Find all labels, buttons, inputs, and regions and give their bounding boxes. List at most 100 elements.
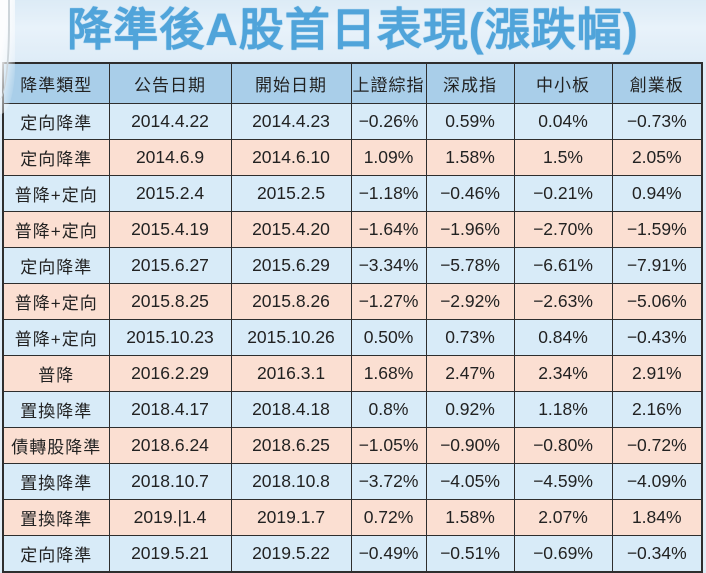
page-title: 降準後A股首日表現(漲跌幅) — [67, 4, 639, 55]
cell-sse-composite: 0.72% — [350, 499, 427, 536]
cell-szse-component: −4.05% — [425, 463, 515, 500]
cell-sme-board: 1.5% — [513, 139, 613, 176]
table-row: 定向降準 2014.6.9 2014.6.10 1.09% 1.58% 1.5%… — [2, 139, 703, 176]
cell-start-date: 2018.4.18 — [230, 391, 352, 428]
table-row: 普降+定向 2015.10.23 2015.10.26 0.50% 0.73% … — [2, 319, 703, 356]
cell-rrr-type: 置換降準 — [2, 499, 110, 536]
table-row: 置換降準 2018.10.7 2018.10.8 −3.72% −4.05% −… — [2, 463, 703, 500]
cell-sme-board: −0.80% — [513, 427, 613, 464]
cell-rrr-type: 普降+定向 — [2, 319, 110, 356]
table-row: 置換降準 2018.4.17 2018.4.18 0.8% 0.92% 1.18… — [2, 391, 703, 428]
cell-szse-component: 0.92% — [425, 391, 515, 428]
cell-sse-composite: 0.50% — [350, 319, 427, 356]
table-row: 定向降準 2015.6.27 2015.6.29 −3.34% −5.78% −… — [2, 247, 703, 284]
header-announce-date: 公告日期 — [108, 62, 232, 104]
cell-rrr-type: 定向降準 — [2, 247, 110, 284]
table-row: 普降+定向 2015.8.25 2015.8.26 −1.27% −2.92% … — [2, 283, 703, 320]
header-szse-component: 深成指 — [425, 62, 515, 104]
cell-chinext: 2.16% — [611, 391, 703, 428]
cell-sme-board: −2.63% — [513, 283, 613, 320]
cell-sse-composite: −1.27% — [350, 283, 427, 320]
cell-rrr-type: 普降+定向 — [2, 175, 110, 212]
cell-chinext: 1.84% — [611, 499, 703, 536]
cell-start-date: 2019.5.22 — [230, 535, 352, 573]
cell-sme-board: 0.04% — [513, 103, 613, 140]
cell-announce-date: 2015.2.4 — [108, 175, 232, 212]
cell-szse-component: 0.59% — [425, 103, 515, 140]
cell-announce-date: 2015.6.27 — [108, 247, 232, 284]
cell-sme-board: 2.07% — [513, 499, 613, 536]
cell-start-date: 2018.10.8 — [230, 463, 352, 500]
cell-sse-composite: −1.05% — [350, 427, 427, 464]
cell-rrr-type: 普降+定向 — [2, 211, 110, 248]
cell-rrr-type: 置換降準 — [2, 391, 110, 428]
cell-rrr-type: 債轉股降準 — [2, 427, 110, 464]
cell-szse-component: 2.47% — [425, 355, 515, 392]
cell-announce-date: 2015.8.25 — [108, 283, 232, 320]
table-row: 置換降準 2019.|1.4 2019.1.7 0.72% 1.58% 2.07… — [2, 499, 703, 536]
cell-start-date: 2015.2.5 — [230, 175, 352, 212]
cell-sme-board: 0.84% — [513, 319, 613, 356]
cell-chinext: −0.73% — [611, 103, 703, 140]
cell-chinext: 2.05% — [611, 139, 703, 176]
cell-rrr-type: 定向降準 — [2, 103, 110, 140]
cell-start-date: 2015.10.26 — [230, 319, 352, 356]
cell-chinext: −4.09% — [611, 463, 703, 500]
cell-rrr-type: 普降 — [2, 355, 110, 392]
cell-announce-date: 2015.10.23 — [108, 319, 232, 356]
cell-start-date: 2015.8.26 — [230, 283, 352, 320]
header-chinext: 創業板 — [611, 62, 703, 104]
cell-chinext: −0.43% — [611, 319, 703, 356]
cell-announce-date: 2019.|1.4 — [108, 499, 232, 536]
cell-szse-component: −0.51% — [425, 535, 515, 573]
cell-sme-board: −2.70% — [513, 211, 613, 248]
cell-announce-date: 2019.5.21 — [108, 535, 232, 573]
cell-rrr-type: 置換降準 — [2, 463, 110, 500]
header-sse-composite: 上證綜指 — [350, 62, 427, 104]
cell-start-date: 2016.3.1 — [230, 355, 352, 392]
cell-rrr-type: 定向降準 — [2, 139, 110, 176]
cell-szse-component: 1.58% — [425, 499, 515, 536]
header-rrr-type: 降準類型 — [2, 62, 110, 104]
cell-sme-board: −6.61% — [513, 247, 613, 284]
table-row: 定向降準 2014.4.22 2014.4.23 −0.26% 0.59% 0.… — [2, 103, 703, 140]
table-row: 債轉股降準 2018.6.24 2018.6.25 −1.05% −0.90% … — [2, 427, 703, 464]
cell-szse-component: −0.90% — [425, 427, 515, 464]
cell-szse-component: −2.92% — [425, 283, 515, 320]
cell-szse-component: −1.96% — [425, 211, 515, 248]
cell-announce-date: 2018.10.7 — [108, 463, 232, 500]
cell-sse-composite: 1.09% — [350, 139, 427, 176]
cell-announce-date: 2015.4.19 — [108, 211, 232, 248]
table-row: 普降+定向 2015.2.4 2015.2.5 −1.18% −0.46% −0… — [2, 175, 703, 212]
cell-sme-board: 1.18% — [513, 391, 613, 428]
cell-chinext: −1.59% — [611, 211, 703, 248]
cell-chinext: −0.34% — [611, 535, 703, 573]
cell-sse-composite: −0.26% — [350, 103, 427, 140]
cell-announce-date: 2014.6.9 — [108, 139, 232, 176]
cell-sse-composite: 1.68% — [350, 355, 427, 392]
table-row: 普降+定向 2015.4.19 2015.4.20 −1.64% −1.96% … — [2, 211, 703, 248]
cell-chinext: −5.06% — [611, 283, 703, 320]
cell-sse-composite: −3.72% — [350, 463, 427, 500]
table-header-row: 降準類型 公告日期 開始日期 上證綜指 深成指 中小板 創業板 — [2, 62, 703, 104]
cell-chinext: 0.94% — [611, 175, 703, 212]
cell-rrr-type: 定向降準 — [2, 535, 110, 573]
cell-rrr-type: 普降+定向 — [2, 283, 110, 320]
cell-szse-component: −5.78% — [425, 247, 515, 284]
cell-chinext: −7.91% — [611, 247, 703, 284]
cell-chinext: −0.72% — [611, 427, 703, 464]
cell-start-date: 2015.6.29 — [230, 247, 352, 284]
cell-start-date: 2015.4.20 — [230, 211, 352, 248]
cell-sme-board: −0.69% — [513, 535, 613, 573]
rrr-performance-table: 降準類型 公告日期 開始日期 上證綜指 深成指 中小板 創業板 定向降準 201… — [2, 62, 703, 573]
cell-start-date: 2018.6.25 — [230, 427, 352, 464]
cell-sme-board: −4.59% — [513, 463, 613, 500]
header-sme-board: 中小板 — [513, 62, 613, 104]
cell-sse-composite: −0.49% — [350, 535, 427, 573]
cell-start-date: 2014.6.10 — [230, 139, 352, 176]
cell-szse-component: 1.58% — [425, 139, 515, 176]
cell-start-date: 2019.1.7 — [230, 499, 352, 536]
cell-szse-component: −0.46% — [425, 175, 515, 212]
cell-sse-composite: −1.64% — [350, 211, 427, 248]
cell-sse-composite: −3.34% — [350, 247, 427, 284]
